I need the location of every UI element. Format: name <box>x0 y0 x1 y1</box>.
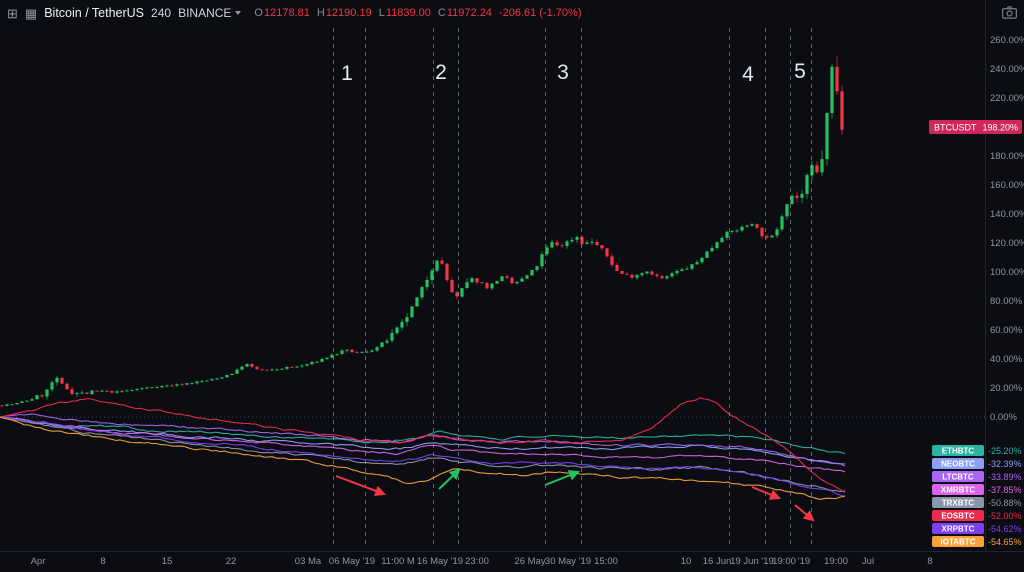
time-label: 11:00 M <box>381 556 415 567</box>
price-tick: 240.00% <box>990 64 1024 75</box>
time-label: 8 <box>927 556 932 567</box>
legend-tag-EOSBTC[interactable]: EOSBTC -52.00% <box>932 510 1022 521</box>
high-value: 12190.19 <box>325 7 372 19</box>
event-number-5[interactable]: 5 <box>794 60 806 83</box>
close-value: 11972.24 <box>446 7 492 19</box>
time-label: 23:00 <box>465 556 489 567</box>
price-tick: 80.00% <box>990 296 1023 307</box>
price-tag-symbol: BTCUSDT <box>934 123 977 133</box>
price-tick: 120.00% <box>990 238 1024 249</box>
legend-value: -54.65% <box>988 537 1022 547</box>
annotation-arrow[interactable] <box>335 475 387 497</box>
legend-tag-IOTABTC[interactable]: IOTABTC -54.65% <box>932 536 1022 547</box>
change-value: -206.61 (-1.70%) <box>498 7 582 19</box>
close-label: C <box>437 7 446 19</box>
event-number-3[interactable]: 3 <box>557 61 569 84</box>
event-number-4[interactable]: 4 <box>742 63 754 86</box>
exchange-label[interactable]: BINANCE <box>178 6 232 20</box>
chart-header: ⊞ ▦ Bitcoin / TetherUS 240 BINANCE O 1217… <box>0 0 984 26</box>
time-label: '19 <box>798 556 810 567</box>
legend-tag-XMRBTC[interactable]: XMRBTC -37.85% <box>932 484 1022 495</box>
legend-tag-ETHBTC[interactable]: ETHBTC -25.20% <box>932 445 1022 456</box>
time-label: Jul <box>862 556 874 567</box>
time-label: 22 <box>226 556 237 567</box>
price-tag-value: 198.20% <box>982 123 1018 133</box>
time-label: 16 Jun <box>703 556 732 567</box>
annotation-arrow[interactable] <box>438 468 461 490</box>
time-label: Apr <box>31 556 46 567</box>
series-line-XRPBTC <box>0 416 846 497</box>
time-label: 19:00 <box>824 556 848 567</box>
price-tick: 20.00% <box>990 383 1023 394</box>
price-tick: 140.00% <box>990 209 1024 220</box>
legend-tag-XRPBTC[interactable]: XRPBTC -54.62% <box>932 523 1022 534</box>
low-label: L <box>378 7 385 19</box>
event-number-1[interactable]: 1 <box>341 62 353 85</box>
price-tick: 260.00% <box>990 35 1024 46</box>
time-label: 30 May '19 <box>545 556 591 567</box>
price-tick: 220.00% <box>990 93 1024 104</box>
time-label: 03 Ma <box>295 556 322 567</box>
series-line-LTCBTC <box>0 413 846 467</box>
annotation-arrow[interactable] <box>794 504 815 522</box>
legend-tag-LTCBTC[interactable]: LTCBTC -33.89% <box>932 471 1022 482</box>
ohlc-readout: O 12178.81 H 12190.19 L 11839.00 C 11972.24 … <box>254 7 581 19</box>
price-tick: 0.00% <box>990 412 1017 423</box>
series-line-IOTABTC <box>0 416 846 500</box>
time-label: 19 Jun '19 <box>730 556 774 567</box>
legend-value: -52.00% <box>988 511 1022 521</box>
legend-value: -50.88% <box>988 498 1022 508</box>
legend-value: -54.62% <box>988 524 1022 534</box>
legend-symbol: ETHBTC <box>942 447 975 456</box>
legend-symbol: TRXBTC <box>942 499 975 508</box>
legend-value: -37.85% <box>988 485 1022 495</box>
symbol-title[interactable]: Bitcoin / TetherUS <box>44 6 145 20</box>
legend-tag-NEOBTC[interactable]: NEOBTC -32.39% <box>932 458 1022 469</box>
price-tick: 160.00% <box>990 180 1024 191</box>
open-value: 12178.81 <box>263 7 310 19</box>
time-label: 8 <box>100 556 105 567</box>
high-label: H <box>316 7 325 19</box>
legend-symbol: LTCBTC <box>942 473 974 482</box>
legend-value: -25.20% <box>988 446 1022 456</box>
event-number-2[interactable]: 2 <box>435 61 447 84</box>
legend-symbol: XMRBTC <box>941 486 975 495</box>
price-tick: 40.00% <box>990 354 1023 365</box>
legend-symbol: XRPBTC <box>942 525 975 534</box>
time-label: 10 <box>681 556 692 567</box>
open-label: O <box>254 7 263 19</box>
series-line-EOSBTC <box>0 397 846 493</box>
legend-tag-TRXBTC[interactable]: TRXBTC -50.88% <box>932 497 1022 508</box>
legend-symbol: EOSBTC <box>941 512 975 521</box>
annotation-arrow[interactable] <box>544 470 581 486</box>
legend-symbol: NEOBTC <box>941 460 975 469</box>
time-label: 16 May '19 <box>417 556 463 567</box>
price-tag-btcusdt[interactable]: BTCUSDT 198.20% <box>929 120 1022 134</box>
time-label: 15:00 <box>594 556 618 567</box>
chevron-down-icon[interactable] <box>235 11 242 15</box>
screenshot-camera-icon[interactable] <box>1002 6 1017 24</box>
time-label: 06 May '19 <box>329 556 375 567</box>
legend-value: -32.39% <box>988 459 1022 469</box>
layout-grid-icon[interactable]: ⊞ <box>7 5 18 21</box>
chart-style-icon[interactable]: ▦ <box>24 5 38 21</box>
low-value: 11839.00 <box>385 7 431 19</box>
btc-candles <box>0 56 844 408</box>
legend-symbol: IOTABTC <box>941 538 976 547</box>
legend-value: -33.89% <box>988 472 1022 482</box>
price-tick: 180.00% <box>990 151 1024 162</box>
time-label: 19:00 <box>772 556 796 567</box>
series-line-TRXBTC <box>0 416 846 493</box>
price-tick: 100.00% <box>990 267 1024 278</box>
interval-label[interactable]: 240 <box>151 6 172 20</box>
time-label: 26 May <box>514 556 545 567</box>
series-line-XMRBTC <box>0 416 846 473</box>
time-label: 15 <box>162 556 173 567</box>
price-tick: 60.00% <box>990 325 1023 336</box>
annotation-arrow[interactable] <box>751 486 782 500</box>
